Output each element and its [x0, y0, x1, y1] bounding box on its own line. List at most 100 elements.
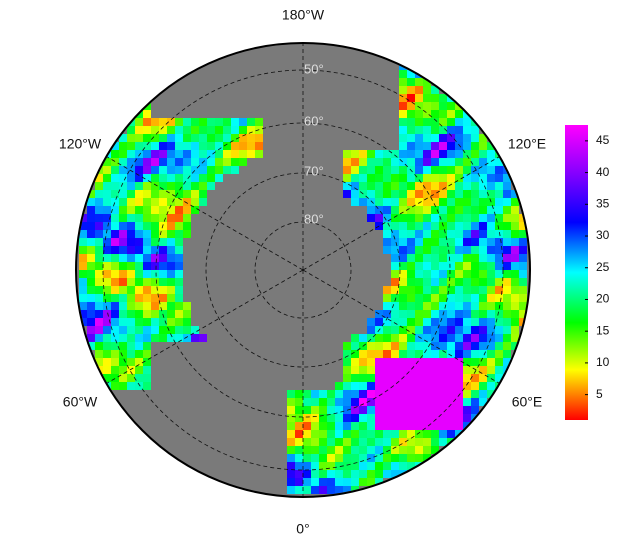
data-pixel	[311, 430, 319, 438]
data-pixel	[399, 334, 407, 342]
data-pixel	[383, 246, 391, 254]
data-pixel	[359, 446, 367, 454]
data-pixel	[479, 350, 487, 358]
data-pixel	[367, 318, 375, 326]
data-pixel	[167, 278, 175, 286]
data-pixel	[199, 166, 207, 174]
data-pixel	[383, 334, 391, 342]
data-pixel	[415, 334, 423, 342]
data-pixel	[359, 406, 367, 414]
data-pixel	[399, 342, 407, 350]
data-pixel	[303, 446, 311, 454]
data-pixel	[447, 246, 455, 254]
data-pixel	[223, 126, 231, 134]
data-pixel	[471, 294, 479, 302]
data-pixel	[351, 446, 359, 454]
data-pixel	[383, 438, 391, 446]
data-pixel	[191, 126, 199, 134]
data-pixel	[191, 198, 199, 206]
data-pixel	[431, 326, 439, 334]
data-pixel	[415, 374, 423, 382]
data-pixel	[143, 174, 151, 182]
data-pixel	[295, 470, 303, 478]
data-pixel	[87, 334, 95, 342]
data-pixel	[471, 278, 479, 286]
data-pixel	[431, 422, 439, 430]
data-pixel	[511, 302, 519, 310]
data-pixel	[135, 294, 143, 302]
data-pixel	[183, 302, 191, 310]
data-pixel	[111, 326, 119, 334]
data-pixel	[127, 374, 135, 382]
data-pixel	[135, 182, 143, 190]
data-pixel	[447, 422, 455, 430]
data-pixel	[327, 390, 335, 398]
data-pixel	[463, 390, 471, 398]
data-pixel	[415, 254, 423, 262]
data-pixel	[415, 286, 423, 294]
data-pixel	[127, 286, 135, 294]
data-pixel	[503, 190, 511, 198]
data-pixel	[199, 126, 207, 134]
data-pixel	[423, 230, 431, 238]
lon-label: 60°W	[63, 394, 98, 410]
data-pixel	[447, 118, 455, 126]
data-pixel	[103, 342, 111, 350]
data-pixel	[383, 454, 391, 462]
data-pixel	[223, 158, 231, 166]
data-pixel	[111, 238, 119, 246]
data-pixel	[415, 174, 423, 182]
data-pixel	[367, 166, 375, 174]
data-pixel	[503, 278, 511, 286]
data-pixel	[183, 190, 191, 198]
data-pixel	[95, 294, 103, 302]
data-pixel	[167, 158, 175, 166]
data-pixel	[487, 326, 495, 334]
data-pixel	[463, 294, 471, 302]
data-pixel	[167, 190, 175, 198]
data-pixel	[455, 342, 463, 350]
data-pixel	[127, 190, 135, 198]
data-pixel	[311, 478, 319, 486]
data-pixel	[495, 182, 503, 190]
data-pixel	[135, 246, 143, 254]
data-pixel	[431, 294, 439, 302]
data-pixel	[399, 158, 407, 166]
data-pixel	[247, 142, 255, 150]
data-pixel	[111, 246, 119, 254]
data-pixel	[487, 350, 495, 358]
data-pixel	[471, 390, 479, 398]
data-pixel	[447, 222, 455, 230]
data-pixel	[143, 230, 151, 238]
data-pixel	[455, 350, 463, 358]
data-pixel	[79, 222, 87, 230]
data-pixel	[87, 230, 95, 238]
data-pixel	[103, 294, 111, 302]
data-pixel	[175, 214, 183, 222]
data-pixel	[95, 302, 103, 310]
data-pixel	[351, 406, 359, 414]
data-pixel	[423, 206, 431, 214]
colorbar-tick-label: 20	[596, 292, 610, 306]
data-pixel	[423, 382, 431, 390]
data-pixel	[407, 294, 415, 302]
data-pixel	[79, 302, 87, 310]
data-pixel	[87, 206, 95, 214]
data-pixel	[207, 142, 215, 150]
data-pixel	[199, 142, 207, 150]
data-pixel	[343, 486, 351, 494]
data-pixel	[479, 294, 487, 302]
data-pixel	[423, 374, 431, 382]
data-pixel	[111, 254, 119, 262]
data-pixel	[511, 198, 519, 206]
data-pixel	[111, 270, 119, 278]
data-pixel	[375, 462, 383, 470]
data-pixel	[111, 294, 119, 302]
data-pixel	[151, 230, 159, 238]
data-pixel	[391, 246, 399, 254]
data-pixel	[415, 222, 423, 230]
data-pixel	[399, 262, 407, 270]
data-pixel	[511, 246, 519, 254]
data-pixel	[455, 374, 463, 382]
data-pixel	[127, 206, 135, 214]
